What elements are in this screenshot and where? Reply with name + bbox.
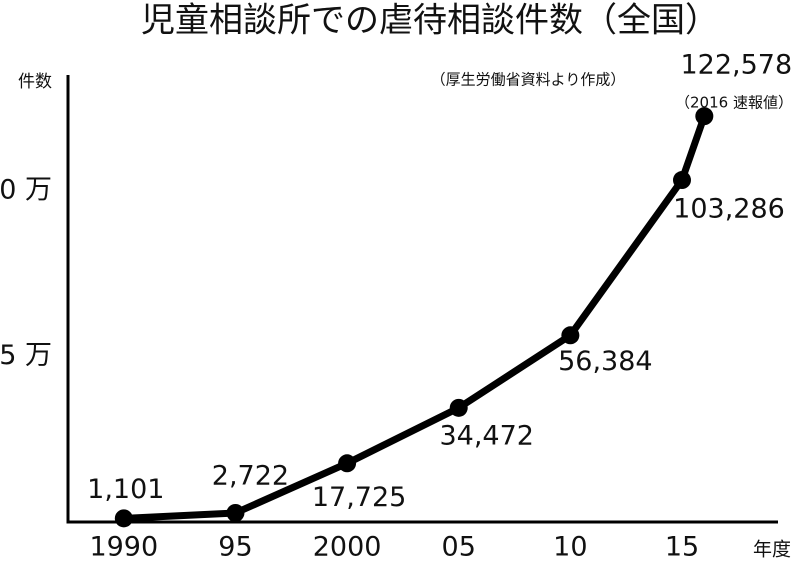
annotation: （2016 速報値） bbox=[675, 94, 793, 112]
marker bbox=[114, 509, 133, 528]
x-axis-label: 年度 bbox=[753, 539, 791, 561]
x-tick-label: 2000 bbox=[313, 532, 382, 563]
data-label: 103,286 bbox=[673, 194, 785, 225]
x-tick-label: 95 bbox=[218, 532, 252, 563]
marker bbox=[226, 503, 245, 522]
data-label: 122,578 bbox=[680, 50, 792, 81]
marker bbox=[695, 107, 714, 126]
data-label: 17,725 bbox=[312, 482, 406, 513]
line bbox=[123, 114, 708, 522]
chart-title: 児童相談所での虐待相談件数（全国） bbox=[141, 1, 719, 41]
source-note: （厚生労働省資料より作成） bbox=[431, 71, 626, 89]
y-tick-label: 5 万 bbox=[0, 340, 52, 371]
y-axis-label: 件数 bbox=[18, 72, 52, 92]
x-tick-label: 1990 bbox=[89, 532, 158, 563]
x-tick-label: 05 bbox=[442, 532, 476, 563]
y-tick-label: 10 万 bbox=[0, 174, 52, 205]
data-label: 56,384 bbox=[558, 346, 652, 377]
marker bbox=[338, 454, 357, 473]
axes bbox=[66, 75, 778, 524]
marker bbox=[561, 326, 580, 345]
data-label: 2,722 bbox=[212, 460, 289, 491]
marker bbox=[449, 398, 468, 417]
x-tick-label: 10 bbox=[553, 532, 587, 563]
data-label: 1,101 bbox=[87, 474, 164, 505]
data-label: 34,472 bbox=[439, 420, 533, 451]
marker bbox=[672, 171, 691, 190]
x-tick-label: 15 bbox=[665, 532, 699, 563]
